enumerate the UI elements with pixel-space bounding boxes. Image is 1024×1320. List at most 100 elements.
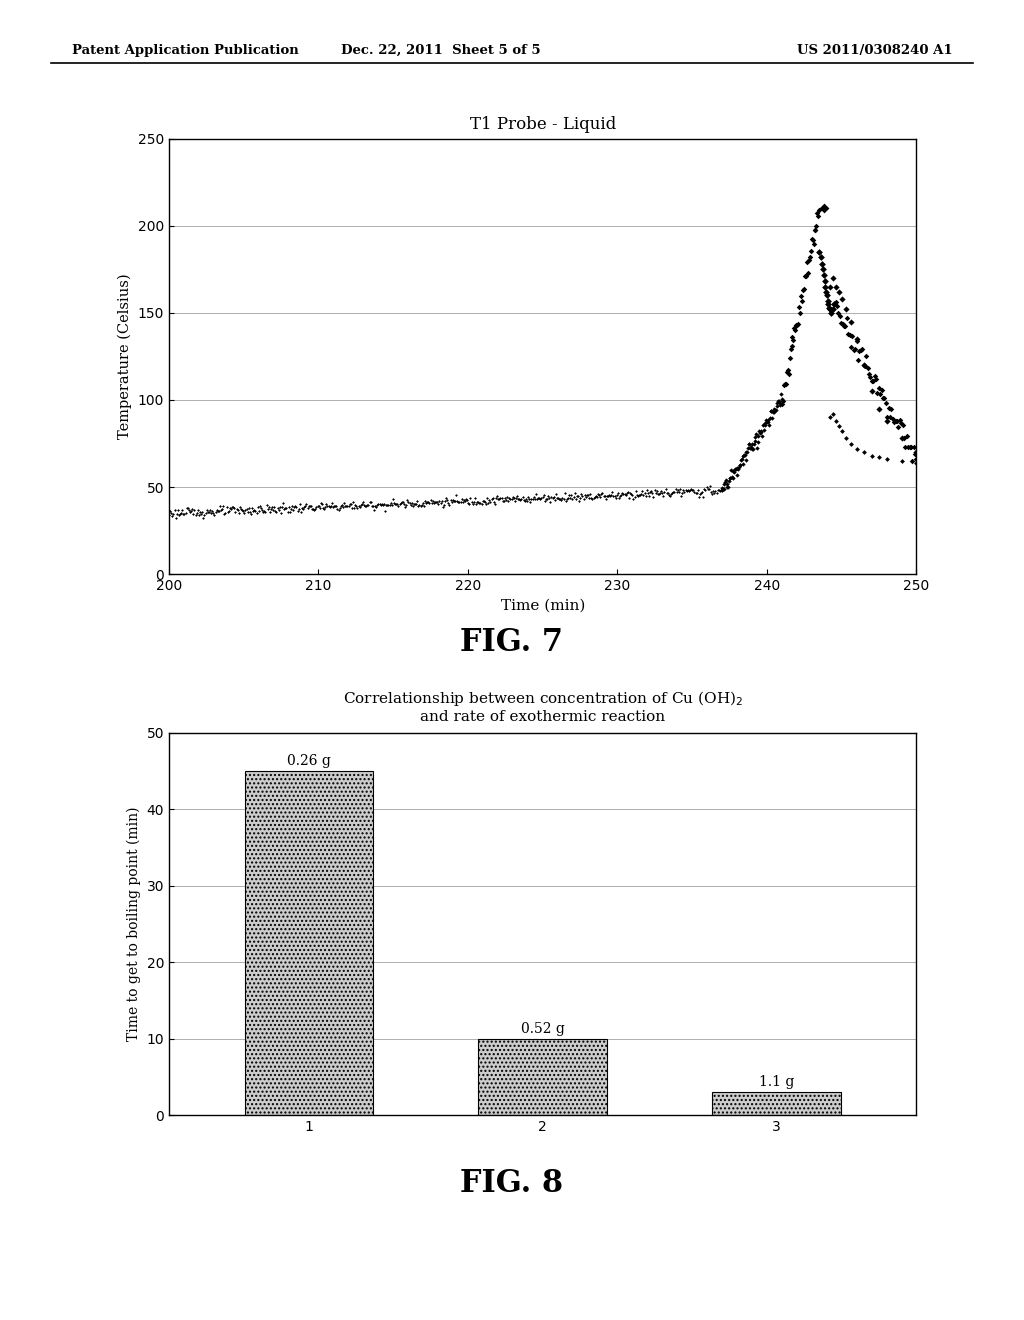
Point [282, 502, 298, 523]
Point [424, 492, 440, 513]
Point [894, 414, 910, 436]
Point [394, 492, 411, 513]
Point [760, 409, 776, 430]
Point [250, 496, 266, 517]
Point [538, 488, 554, 510]
Point [768, 400, 784, 421]
Point [297, 495, 313, 516]
Point [821, 297, 838, 318]
Point [399, 490, 416, 511]
Point [200, 502, 216, 523]
Point [572, 487, 589, 508]
Point [585, 488, 601, 510]
Point [219, 502, 236, 523]
Point [745, 438, 762, 459]
Point [761, 414, 777, 436]
Point [715, 479, 731, 500]
Point [720, 477, 736, 498]
Point [689, 479, 706, 500]
Point [400, 491, 417, 512]
Point [565, 486, 582, 507]
Point [427, 491, 443, 512]
Point [752, 422, 768, 444]
Point [742, 437, 759, 458]
Point [263, 498, 280, 519]
Point [318, 494, 335, 515]
Point [606, 486, 623, 507]
Point [236, 500, 252, 521]
Point [603, 484, 620, 506]
Point [506, 487, 522, 508]
Point [504, 488, 520, 510]
Point [510, 488, 526, 510]
Point [767, 400, 783, 421]
Point [667, 482, 683, 503]
Point [722, 467, 738, 488]
Point [869, 381, 886, 403]
Point [479, 487, 496, 508]
Point [526, 488, 543, 510]
Point [662, 484, 678, 506]
Point [319, 495, 336, 516]
Point [175, 503, 191, 524]
Point [838, 428, 854, 449]
Point [453, 492, 469, 513]
Point [834, 313, 850, 334]
Point [229, 499, 246, 520]
Point [768, 393, 784, 414]
Text: FIG. 7: FIG. 7 [461, 627, 563, 657]
Point [212, 495, 228, 516]
Point [512, 490, 528, 511]
Point [792, 302, 808, 323]
Point [725, 461, 741, 482]
Point [900, 437, 916, 458]
Point [679, 480, 695, 502]
Point [402, 495, 419, 516]
Point [848, 330, 864, 351]
Point [188, 503, 205, 524]
Point [419, 492, 435, 513]
Point [388, 494, 404, 515]
Point [182, 502, 199, 523]
Point [474, 491, 490, 512]
Point [611, 488, 628, 510]
Point [642, 480, 658, 502]
Point [431, 491, 447, 512]
Point [255, 502, 271, 523]
Point [520, 487, 537, 508]
Point [775, 375, 792, 396]
Point [621, 487, 637, 508]
Point [237, 502, 253, 523]
Point [847, 338, 863, 359]
Point [893, 450, 909, 471]
Point [760, 412, 776, 433]
Point [717, 471, 733, 492]
Point [638, 486, 654, 507]
Point [164, 506, 180, 527]
Text: Dec. 22, 2011  Sheet 5 of 5: Dec. 22, 2011 Sheet 5 of 5 [341, 44, 540, 57]
Point [765, 401, 781, 422]
Point [418, 492, 434, 513]
Point [552, 488, 568, 510]
Point [425, 491, 441, 512]
Point [616, 483, 633, 504]
Point [750, 432, 766, 453]
Point [408, 494, 424, 515]
Point [719, 474, 735, 495]
Point [861, 364, 878, 385]
Y-axis label: Time to get to boiling point (min): Time to get to boiling point (min) [127, 807, 141, 1041]
Point [561, 484, 578, 506]
Point [746, 426, 763, 447]
Point [785, 329, 802, 350]
Point [550, 487, 566, 508]
Point [740, 434, 757, 455]
Point [698, 477, 715, 498]
Point [267, 500, 284, 521]
Point [614, 482, 631, 503]
Point [447, 484, 464, 506]
Point [881, 397, 897, 418]
Point [618, 483, 635, 504]
Point [763, 401, 779, 422]
X-axis label: Time (min): Time (min) [501, 598, 585, 612]
Point [210, 500, 226, 521]
